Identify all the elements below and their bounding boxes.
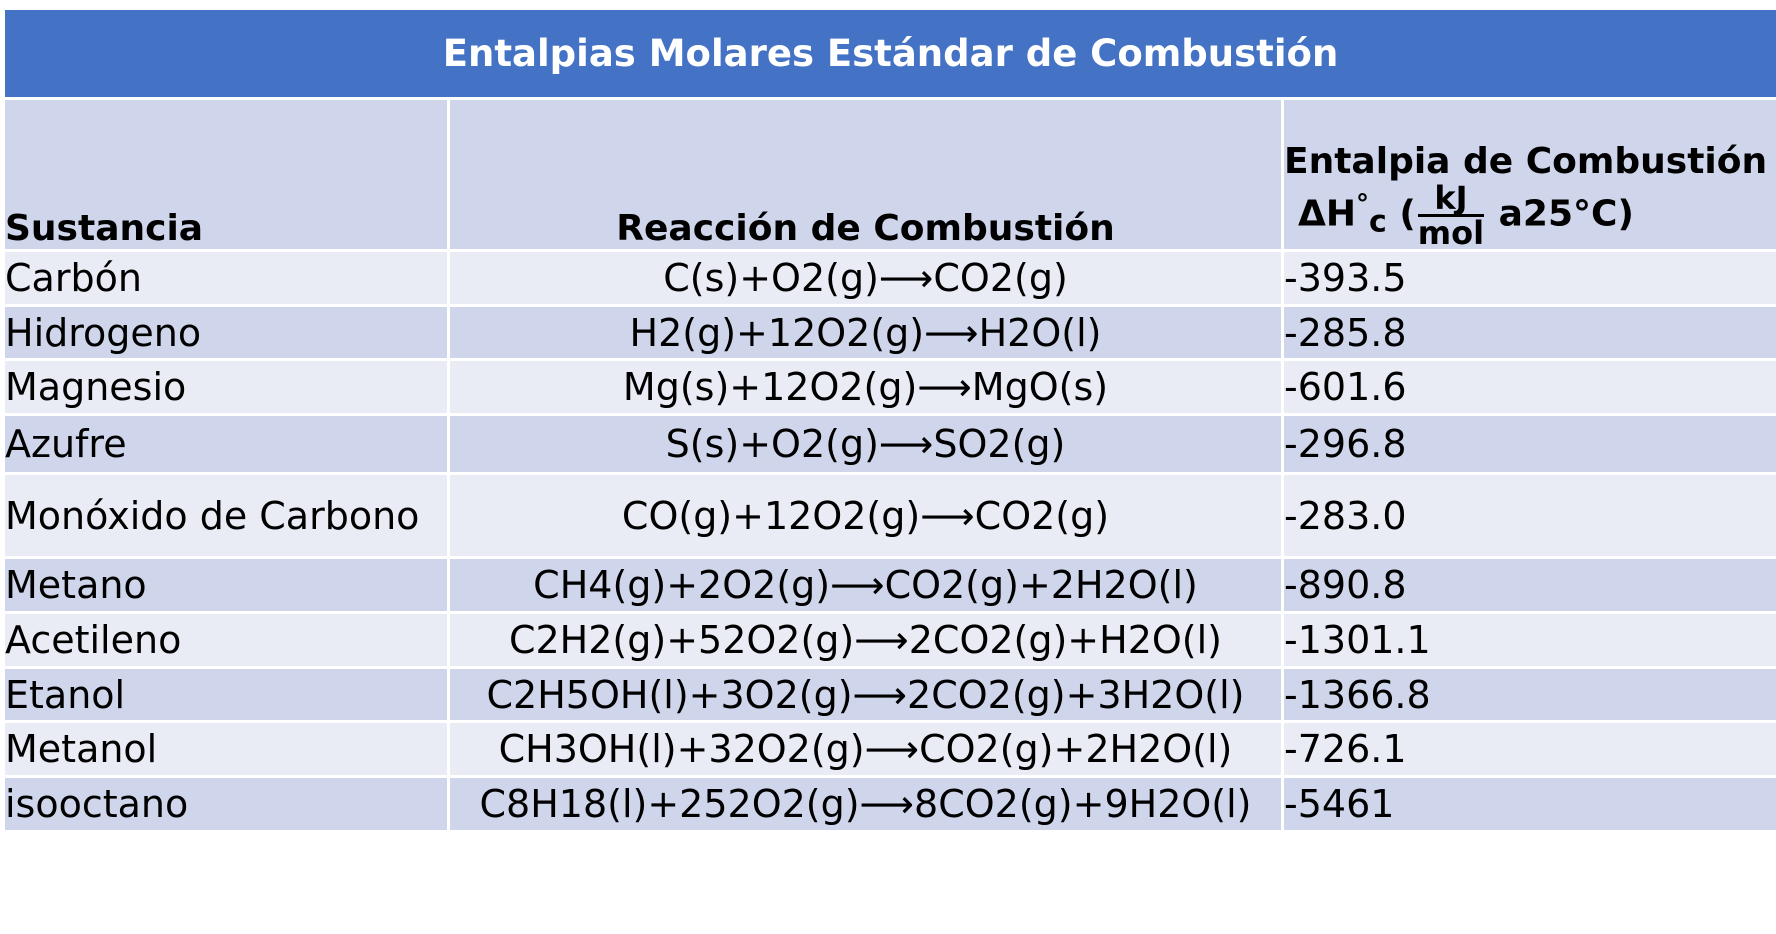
- substance-cell: Carbón: [2, 249, 450, 307]
- reaction-cell: Mg(s)+12O2(g)⟶MgO(s): [447, 358, 1284, 416]
- unit-fraction: kJ mol: [1417, 179, 1485, 251]
- table-row: Carbón C(s)+O2(g)⟶CO2(g) -393.5: [2, 249, 1776, 307]
- reaction-cell: C2H2(g)+52O2(g)⟶2CO2(g)+H2O(l): [447, 611, 1284, 669]
- enthalpy-cell: -393.5: [1280, 249, 1776, 307]
- unit-open-paren: (: [1399, 193, 1416, 235]
- header-row: Sustancia Reacción de Combustión Entalpi…: [2, 97, 1776, 252]
- header-reaction: Reacción de Combustión: [447, 97, 1284, 252]
- enthalpy-cell: -296.8: [1280, 413, 1776, 475]
- substance-cell: isooctano: [2, 775, 450, 833]
- reaction-cell: CO(g)+12O2(g)⟶CO2(g): [447, 472, 1284, 559]
- table-title: Entalpias Molares Estándar de Combustión: [1, 7, 1776, 100]
- enthalpy-cell: -5461: [1280, 775, 1776, 833]
- table-row: Etanol C2H5OH(l)+3O2(g)⟶2CO2(g)+3H2O(l) …: [2, 666, 1776, 723]
- unit-temperature: a25°C): [1498, 193, 1634, 235]
- unit-numerator: kJ: [1434, 179, 1468, 217]
- substance-cell: Azufre: [2, 413, 450, 475]
- unit-denominator: mol: [1417, 214, 1485, 251]
- reaction-cell: CH4(g)+2O2(g)⟶CO2(g)+2H2O(l): [447, 556, 1284, 614]
- reaction-cell: C(s)+O2(g)⟶CO2(g): [447, 249, 1284, 307]
- substance-cell: Etanol: [2, 666, 450, 723]
- substance-cell: Metanol: [2, 720, 450, 778]
- title-row: Entalpias Molares Estándar de Combustión: [1, 7, 1776, 100]
- enthalpy-cell: -285.8: [1280, 304, 1776, 361]
- reaction-cell: CH3OH(l)+32O2(g)⟶CO2(g)+2H2O(l): [447, 720, 1284, 778]
- table-row: Magnesio Mg(s)+12O2(g)⟶MgO(s) -601.6: [2, 358, 1776, 416]
- enthalpy-cell: -601.6: [1280, 358, 1776, 416]
- table-row: Metano CH4(g)+2O2(g)⟶CO2(g)+2H2O(l) -890…: [2, 556, 1776, 614]
- enthalpy-cell: -890.8: [1280, 556, 1776, 614]
- table-row: isooctano C8H18(l)+252O2(g)⟶8CO2(g)+9H2O…: [2, 775, 1776, 833]
- substance-cell: Metano: [2, 556, 450, 614]
- combustion-subscript: c: [1369, 204, 1387, 240]
- enthalpy-cell: -283.0: [1280, 472, 1776, 559]
- table-row: Acetileno C2H2(g)+52O2(g)⟶2CO2(g)+H2O(l)…: [2, 611, 1776, 669]
- table-row: Hidrogeno H2(g)+12O2(g)⟶H2O(l) -285.8: [2, 304, 1776, 361]
- combustion-enthalpy-table: Entalpias Molares Estándar de Combustión…: [1, 7, 1776, 833]
- table-row: Monóxido de Carbono CO(g)+12O2(g)⟶CO2(g)…: [2, 472, 1776, 559]
- reaction-cell: S(s)+O2(g)⟶SO2(g): [447, 413, 1284, 475]
- enthalpy-cell: -726.1: [1280, 720, 1776, 778]
- standard-degree-mark: °: [1356, 189, 1369, 220]
- reaction-cell: C2H5OH(l)+3O2(g)⟶2CO2(g)+3H2O(l): [447, 666, 1284, 723]
- substance-cell: Magnesio: [2, 358, 450, 416]
- delta-h-symbol: ΔH: [1298, 193, 1356, 235]
- enthalpy-cell: -1301.1: [1280, 611, 1776, 669]
- reaction-cell: H2(g)+12O2(g)⟶H2O(l): [447, 304, 1284, 361]
- substance-cell: Hidrogeno: [2, 304, 450, 361]
- reaction-cell: C8H18(l)+252O2(g)⟶8CO2(g)+9H2O(l): [447, 775, 1284, 833]
- substance-cell: Acetileno: [2, 611, 450, 669]
- header-substance: Sustancia: [2, 97, 450, 252]
- table-row: Azufre S(s)+O2(g)⟶SO2(g) -296.8: [2, 413, 1776, 475]
- table-row: Metanol CH3OH(l)+32O2(g)⟶CO2(g)+2H2O(l) …: [2, 720, 1776, 778]
- substance-cell: Monóxido de Carbono: [2, 472, 450, 559]
- header-enthalpy-unit: ΔH°c (kJ mol a25°C): [1286, 179, 1775, 251]
- header-enthalpy: Entalpia de Combustión ΔH°c (kJ mol a25°C…: [1280, 97, 1776, 252]
- enthalpy-cell: -1366.8: [1280, 666, 1776, 723]
- header-enthalpy-title: Entalpia de Combustión: [1284, 141, 1768, 182]
